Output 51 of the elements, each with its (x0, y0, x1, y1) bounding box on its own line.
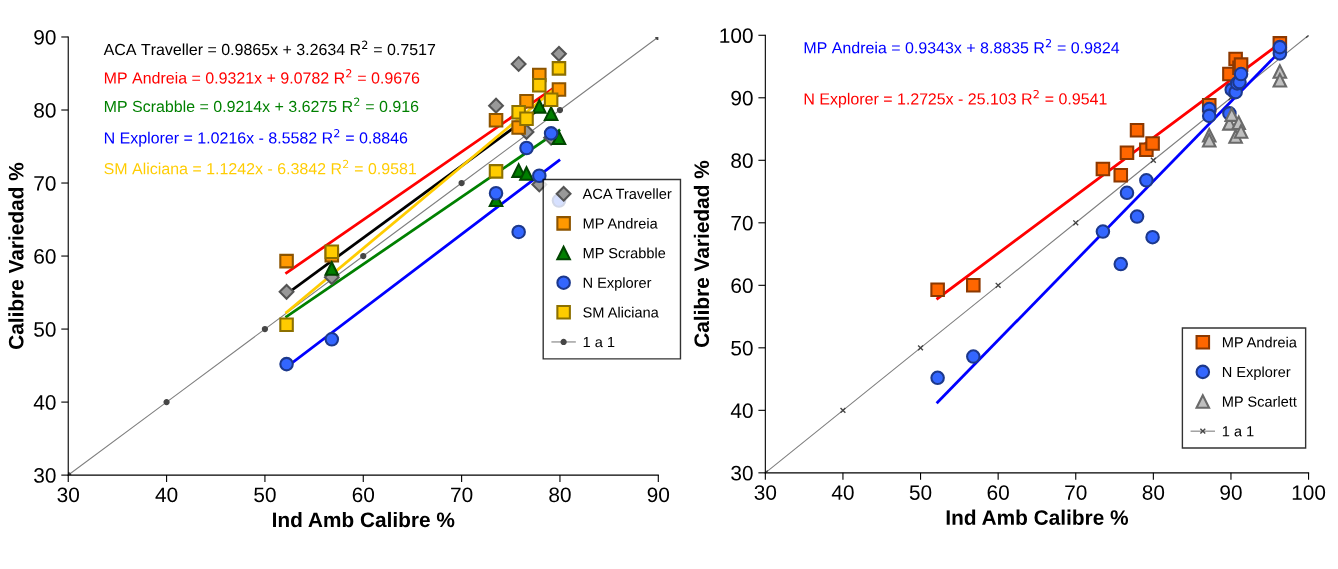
y-tick-label: 60 (34, 249, 56, 264)
x-tick-label: 80 (549, 487, 571, 503)
x-tick-label: 40 (155, 487, 178, 503)
y-tick-label: 70 (34, 176, 56, 191)
y-tick-label: 70 (731, 215, 753, 231)
x-axis-title: Ind Amb Calibre % (946, 509, 1129, 525)
annotation: MP Andreia = 0.9321x + 9.0782 R$^{2}$ = 0.9676 (104, 69, 420, 84)
x-tick-label: 30 (57, 487, 80, 503)
y-tick-label: 40 (33, 395, 56, 410)
x-tick-label: 70 (1065, 485, 1087, 500)
x-tick-label: 70 (451, 487, 473, 503)
legend-label: MP Scrabble (583, 247, 666, 259)
legend-label: 1 a 1 (1222, 426, 1254, 437)
legend-label: N Explorer (1222, 366, 1291, 381)
x-tick-label: 100 (1292, 485, 1326, 500)
y-tick-label: 90 (34, 29, 56, 45)
annotation: MP Scrabble = 0.9214x + 3.6275 R$^{2}$ = 0.916 (104, 97, 419, 113)
y-axis-title: Calibre Variedad % (693, 160, 710, 347)
y-tick-label: 30 (34, 468, 56, 483)
legend-label: SM Aliciana (583, 306, 659, 318)
x-tick-label: 50 (254, 487, 276, 503)
x-tick-label: 80 (1142, 485, 1165, 500)
legend-label: 1 a 1 (583, 337, 615, 348)
y-tick-label: 60 (731, 278, 753, 294)
x-tick-label: 90 (1220, 485, 1242, 500)
y-tick-label: 40 (730, 403, 753, 419)
annotation: SM Aliciana = 1.1242x - 6.3842 R$^{2}$ = 0.9581 (104, 159, 417, 175)
y-tick-label: 30 (731, 465, 753, 481)
x-tick-label: 40 (831, 485, 854, 500)
y-tick-label: 50 (731, 340, 753, 356)
legend-label: MP Scarlett (1222, 396, 1297, 407)
legend-label: ACA Traveller (582, 188, 672, 200)
annotation: MP Andreia = 0.9343x + 8.8835 R$^{2}$ = 0.9824 (804, 38, 1120, 54)
annotation: N Explorer = 1.2725x - 25.103 R$^{2}$ = 0.9541 (804, 89, 1107, 108)
legend-label: MP Andreia (1222, 336, 1297, 348)
x-tick-label: 60 (352, 487, 375, 503)
x-tick-label: 50 (909, 485, 932, 500)
y-tick-label: 80 (34, 103, 56, 118)
annotation: ACA Traveller = 0.9865x + 3.2634 R$^{2}$ = 0.7517 (103, 40, 436, 56)
y-tick-label: 100 (720, 28, 753, 44)
y-tick-label: 80 (731, 153, 753, 169)
y-tick-label: 50 (34, 322, 56, 337)
legend-label: N Explorer (583, 277, 652, 291)
x-tick-label: 30 (754, 485, 777, 500)
x-tick-label: 60 (987, 485, 1009, 500)
y-axis-title: Calibre Variedad % (8, 162, 24, 349)
y-tick-label: 90 (731, 90, 753, 106)
legend-label: MP Andreia (583, 217, 658, 229)
x-axis-title: Ind Amb Calibre % (273, 511, 455, 528)
x-tick-label: 90 (647, 487, 670, 503)
annotation: N Explorer = 1.0216x - 8.5582 R$^{2}$ = 0.8846 (104, 128, 408, 147)
